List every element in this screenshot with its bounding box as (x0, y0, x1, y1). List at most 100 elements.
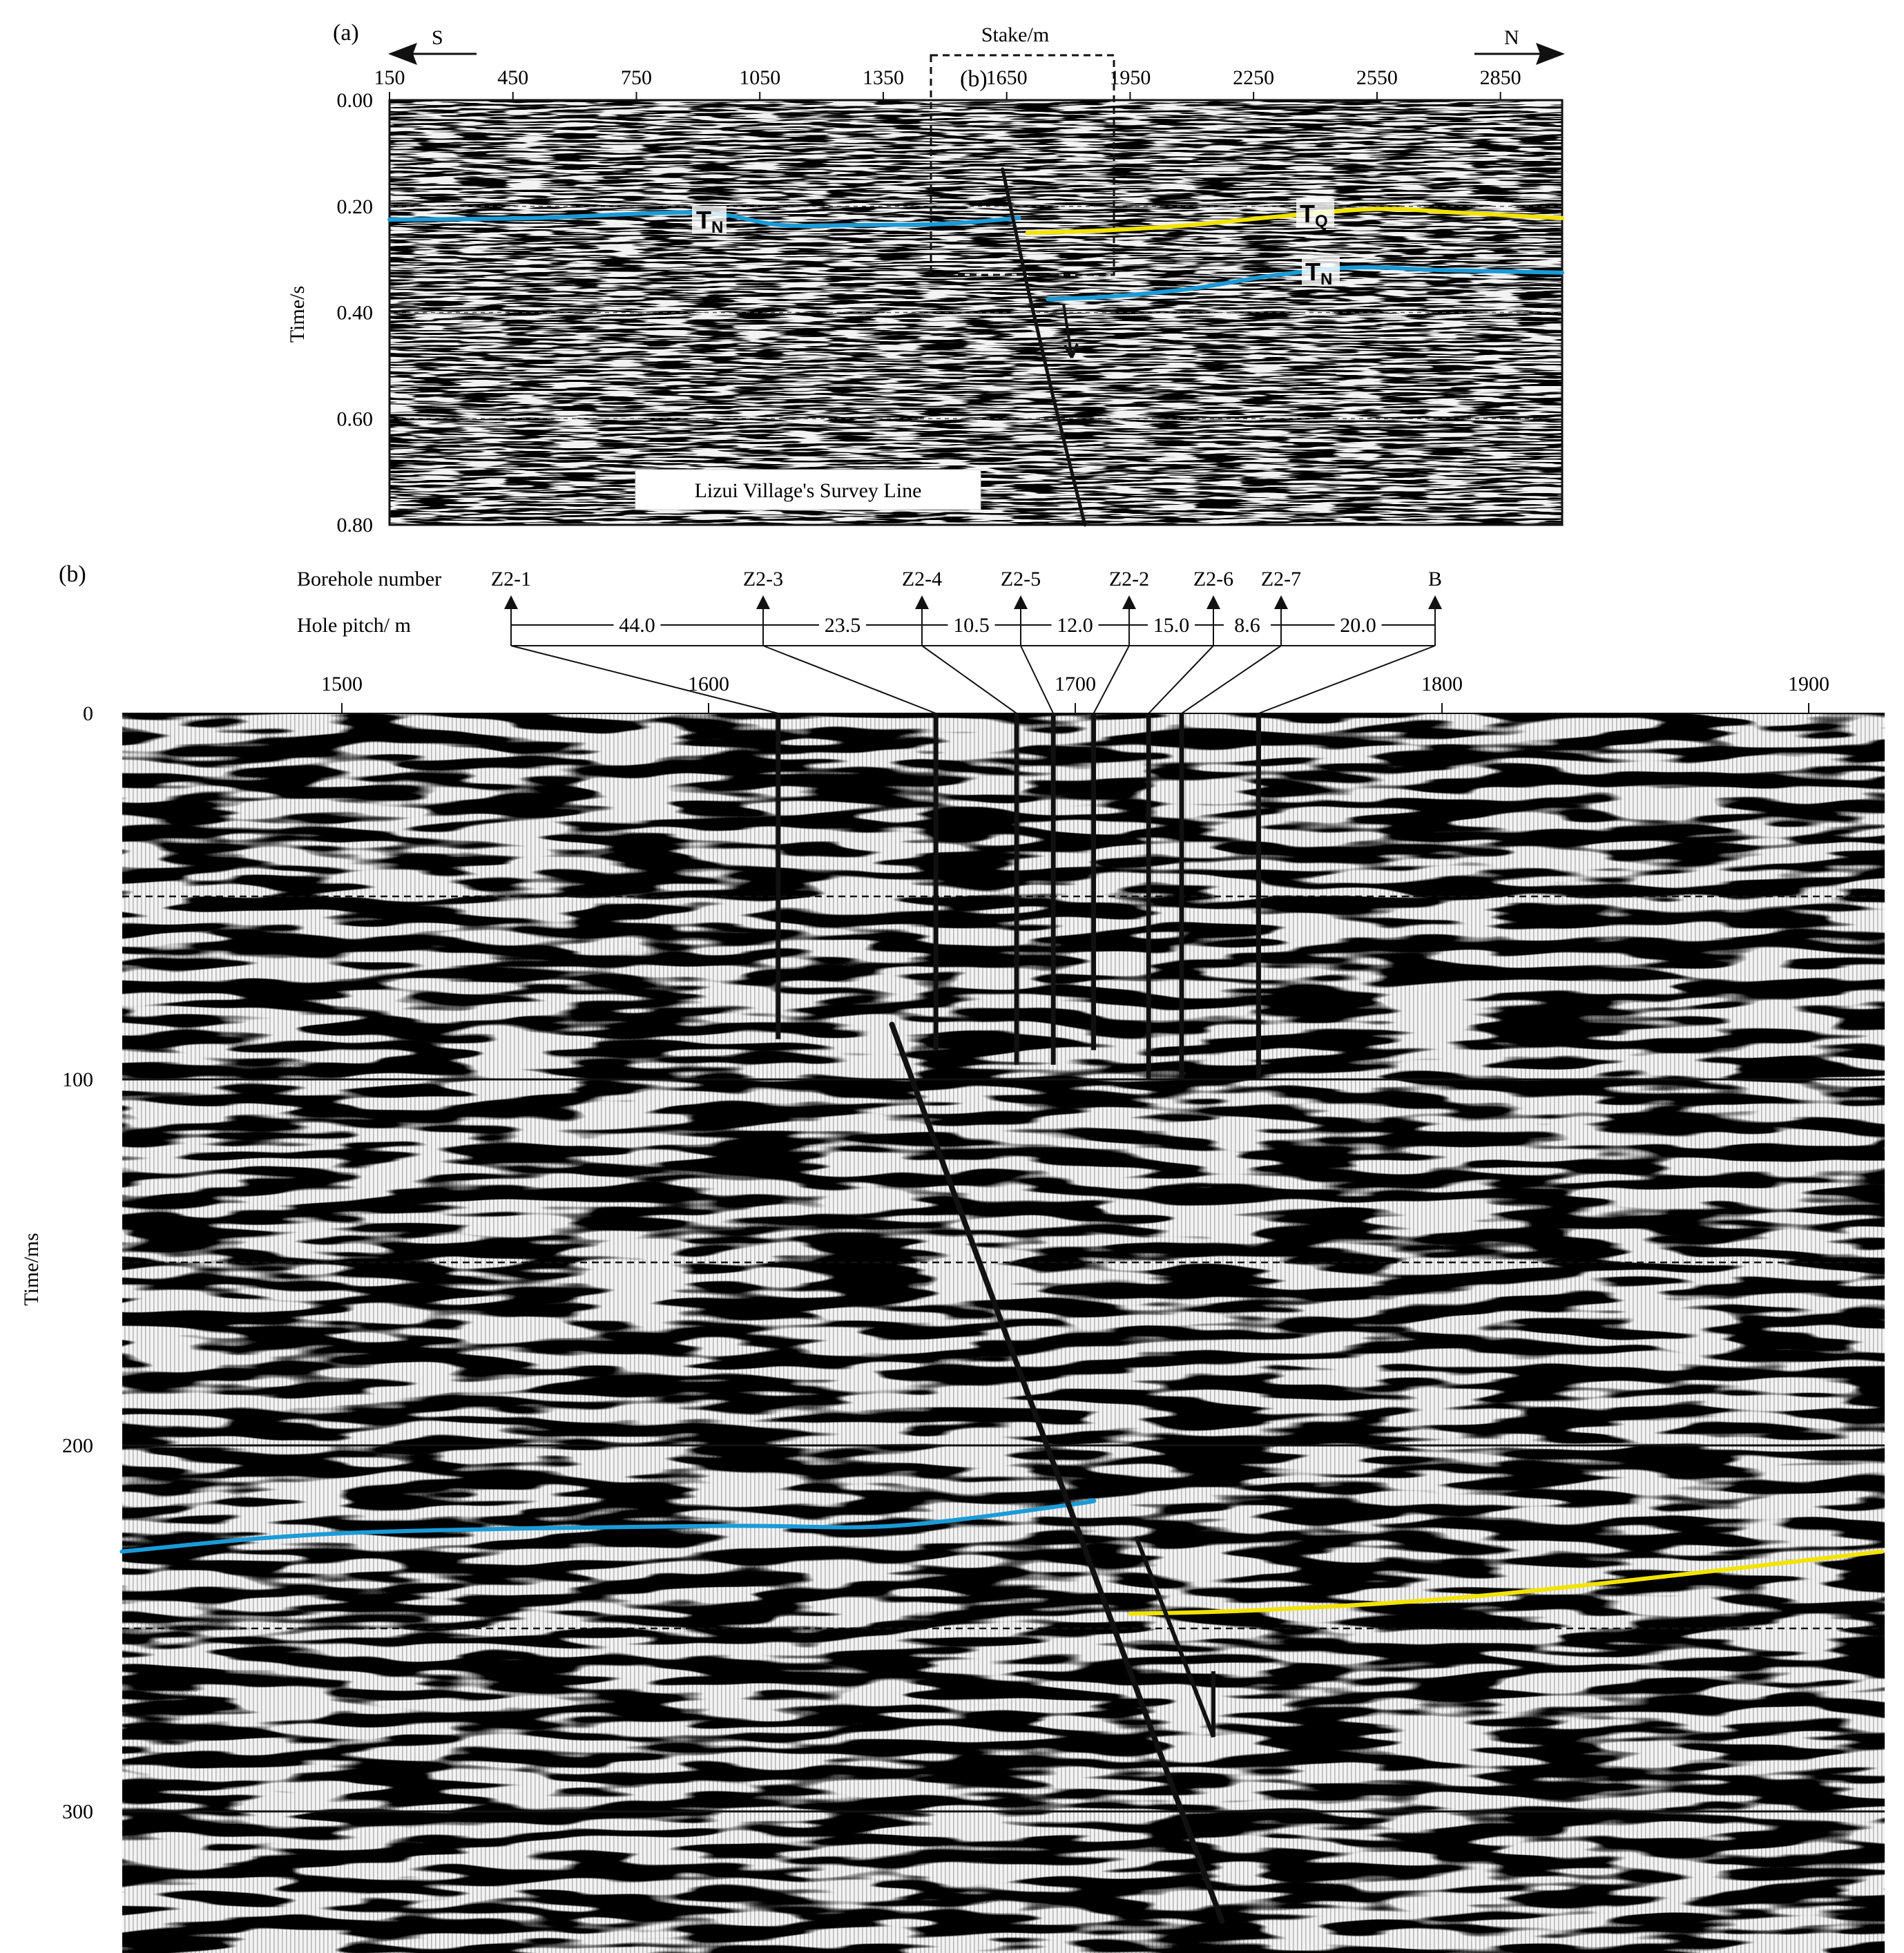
horizon-label-tn-right: TN (1302, 257, 1340, 289)
pitch-label-bg (1051, 611, 1099, 633)
y-tick-label: 200 (62, 1434, 93, 1457)
south-label: S (432, 26, 443, 49)
fault-arrow-a (1062, 303, 1079, 358)
pitch-label-bg (1148, 611, 1195, 633)
x-tick-label: 1650 (986, 66, 1028, 89)
borehole-leader-line (762, 645, 936, 714)
borehole-leader-line (1093, 645, 1130, 714)
pitch-label: 44.0 (619, 614, 655, 637)
borehole-leader-line (1148, 645, 1214, 714)
y-tick-label: 0.20 (337, 195, 374, 218)
panel-a-x-axis-title: Stake/m (981, 23, 1049, 46)
borehole-arrow-icon (756, 595, 770, 609)
horizon-label-sub: N (1320, 270, 1332, 289)
x-tick-label: 1500 (321, 673, 363, 695)
pitch-label: 23.5 (825, 614, 861, 637)
x-tick-label: 1350 (863, 66, 904, 89)
y-tick-label: 0.40 (337, 302, 374, 325)
x-tick-label: 2850 (1480, 66, 1521, 89)
panel-a-x-ticks: 150 450 750 1050 1350 1650 1950 2250 2550 2850 (374, 66, 1521, 100)
panel-a: (a) S N Stake/m 150 450 750 1050 1350 1650 195… (286, 20, 1565, 537)
borehole-leader-line (1258, 645, 1436, 714)
panel-b: (b) Borehole number Hole pitch/ m Z2-1 Z2… (20, 561, 1885, 1953)
borehole-label: B (1428, 568, 1442, 590)
borehole-arrow-icon (1122, 595, 1136, 609)
borehole-arrow-icon (1428, 595, 1442, 609)
borehole-leader-line (1181, 645, 1282, 714)
pitch-label: 8.6 (1234, 614, 1260, 637)
borehole-label: Z2-4 (902, 568, 942, 590)
x-tick-label: 150 (374, 66, 405, 89)
survey-line-label-box (635, 469, 981, 510)
pitch-label-bg (948, 611, 995, 633)
horizon-label-sub: Q (1315, 212, 1328, 231)
panel-b-y-ticks: 0 100 200 300 (62, 702, 93, 1823)
borehole-arrow-icon (1014, 595, 1028, 609)
horizon-line-tn (119, 1498, 1097, 1554)
fault-arrow-b (1134, 1535, 1215, 1738)
horizon-label-tq: TQ (1296, 199, 1334, 231)
borehole-lines (510, 645, 1436, 1079)
borehole-arrow-icon (1274, 595, 1288, 609)
borehole-row-title: Borehole number (297, 568, 441, 590)
panel-b-series (119, 1021, 1885, 1924)
y-tick-label: 0 (83, 702, 93, 725)
panel-a-y-axis-title: Time/s (286, 286, 309, 343)
x-tick-label: 450 (497, 66, 528, 89)
panel-a-seismic-section (388, 99, 1564, 526)
borehole-header: Z2-1 Z2-3 Z2-4 Z2-5 Z2-2 Z2-6 Z2-7 B 44.0 23.5 10.… (491, 568, 1442, 646)
panel-b-gridlines (122, 713, 1885, 1813)
inset-label: (b) (960, 66, 988, 92)
horizon-line-tn (387, 210, 1021, 229)
pitch-label-bg (1334, 611, 1382, 633)
horizon-line-tn (1046, 264, 1564, 302)
north-label: N (1504, 26, 1519, 49)
panel-a-series (387, 167, 1564, 527)
borehole-label: Z2-7 (1261, 568, 1301, 590)
x-tick-label: 1050 (739, 66, 780, 89)
pitch-label-bg (613, 611, 661, 633)
svg-text:TN: TN (1305, 258, 1332, 289)
y-tick-label: 0.80 (337, 514, 374, 537)
y-tick-label: 0.60 (337, 407, 374, 430)
y-tick-label: 300 (62, 1800, 93, 1823)
x-tick-label: 1900 (1788, 673, 1829, 695)
borehole-label: Z2-5 (1001, 568, 1041, 590)
y-tick-label: 100 (62, 1068, 93, 1091)
borehole-label: Z2-6 (1193, 568, 1233, 590)
y-tick-label: 0.00 (337, 89, 374, 112)
panel-b-label: (b) (59, 561, 86, 587)
inset-box (930, 54, 1115, 276)
pitch-label: 10.5 (953, 614, 990, 637)
x-tick-label: 1800 (1421, 673, 1463, 695)
borehole-leader-line (510, 645, 779, 714)
borehole-leader-line (921, 645, 1017, 714)
borehole-arrow-icon (504, 595, 518, 609)
borehole-label: Z2-3 (743, 568, 783, 590)
horizon-label-tn-left: TN (692, 206, 727, 237)
pitch-label: 20.0 (1340, 614, 1376, 637)
horizon-label-main: T (1305, 258, 1320, 286)
borehole-leader-line (1020, 645, 1055, 714)
borehole-label: Z2-2 (1109, 568, 1149, 590)
svg-text:TN: TN (696, 206, 723, 237)
panel-a-y-ticks: 0.00 0.20 0.40 0.60 0.80 (337, 89, 374, 537)
panel-b-y-axis-title: Time/ms (20, 1233, 43, 1306)
pitch-label: 15.0 (1153, 614, 1190, 637)
horizon-label-sub: N (711, 218, 723, 237)
horizon-label-main: T (696, 206, 711, 234)
panel-a-label: (a) (333, 20, 359, 46)
horizon-line-tq (1128, 1549, 1885, 1616)
borehole-arrow-icon (915, 595, 929, 609)
pitch-row-title: Hole pitch/ m (297, 614, 411, 637)
horizon-label-main: T (1300, 200, 1315, 228)
x-tick-label: 750 (621, 66, 652, 89)
pitch-label-bg (1224, 611, 1271, 633)
borehole-arrow-icon (1206, 595, 1220, 609)
borehole-label: Z2-1 (491, 568, 531, 590)
panel-b-x-ticks: 1500 1600 1700 1800 1900 (321, 673, 1829, 713)
x-tick-label: 2550 (1356, 66, 1398, 89)
south-arrow: S (388, 26, 477, 65)
fault-line (889, 1021, 1225, 1924)
